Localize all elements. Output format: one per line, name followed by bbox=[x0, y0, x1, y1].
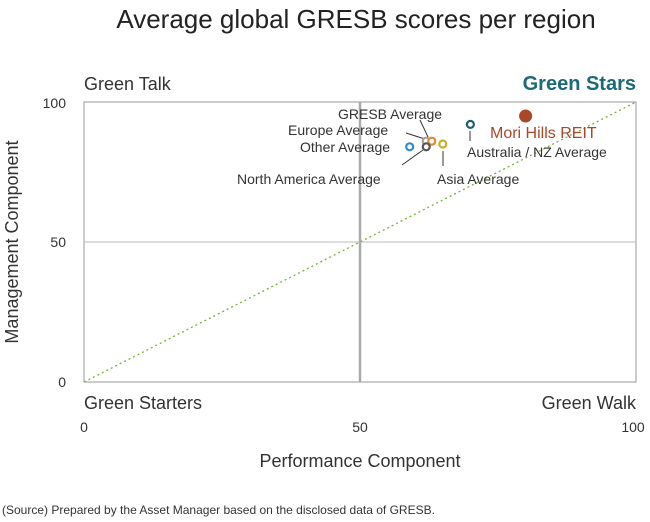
data-point-asia-average bbox=[438, 139, 448, 149]
x-tick-label-100: 100 bbox=[621, 419, 645, 435]
y-tick-label-50: 50 bbox=[50, 234, 66, 250]
data-point-mori-hills-reit bbox=[519, 109, 533, 123]
point-label-australia-average: Australia / NZ Average bbox=[467, 144, 607, 160]
quadrant-label-green-stars: Green Stars bbox=[523, 73, 636, 95]
data-point-north-america-average bbox=[421, 142, 431, 152]
point-label-mori-hills-reit: Mori Hills REIT bbox=[490, 125, 597, 142]
x-tick-label-0: 0 bbox=[80, 419, 88, 435]
data-point-australia-nz-average bbox=[465, 119, 475, 130]
y-tick-label-0: 0 bbox=[58, 374, 66, 390]
leader-north-america-average bbox=[401, 149, 424, 166]
quadrant-label-green-walk: Green Walk bbox=[542, 393, 637, 413]
y-axis-label: Management Component bbox=[2, 140, 22, 343]
quadrant-label-green-talk: Green Talk bbox=[84, 74, 172, 94]
quadrant-label-green-starters: Green Starters bbox=[84, 393, 202, 413]
diagonal-line bbox=[83, 101, 637, 383]
points-layer bbox=[405, 109, 533, 152]
leader-gresb-average bbox=[419, 119, 429, 138]
point-label-other-average: Other Average bbox=[300, 139, 390, 155]
x-tick-label-50: 50 bbox=[352, 419, 368, 435]
data-point-europe-average bbox=[427, 136, 437, 146]
point-label-gresb-average: GRESB Average bbox=[338, 106, 442, 122]
source-note: (Source) Prepared by the Asset Manager b… bbox=[2, 503, 435, 517]
point-label-north-america-average: North America Average bbox=[237, 171, 381, 187]
y-tick-label-100: 100 bbox=[43, 95, 67, 111]
chart-title: Average global GRESB scores per region bbox=[116, 4, 595, 34]
point-label-europe-average: Europe Average bbox=[288, 122, 388, 138]
point-label-asia-average: Asia Average bbox=[437, 171, 519, 187]
data-point-other-average bbox=[405, 142, 415, 152]
x-axis-label: Performance Component bbox=[259, 451, 460, 471]
